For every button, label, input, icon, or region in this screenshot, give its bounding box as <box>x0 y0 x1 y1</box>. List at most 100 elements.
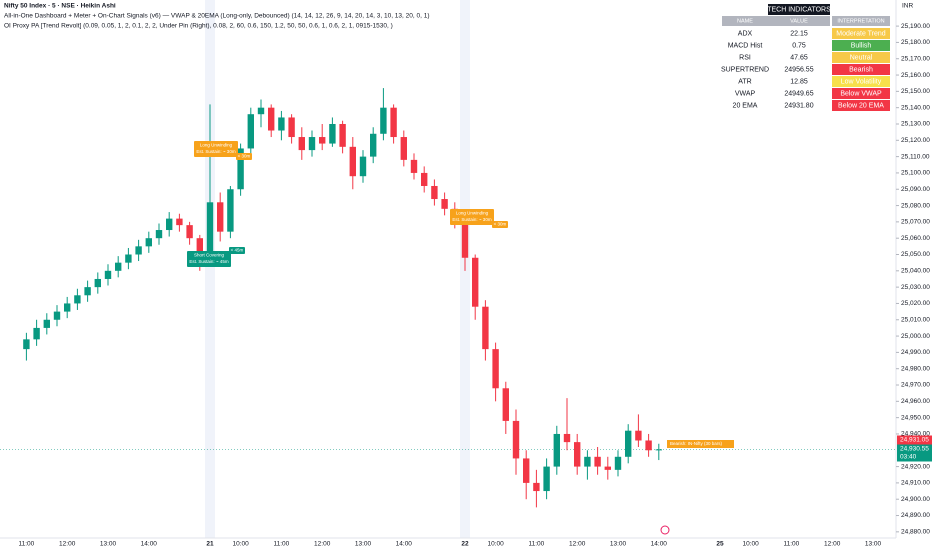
y-tick-label: 24,940.00 <box>901 431 930 438</box>
candle-body <box>53 311 61 320</box>
table-cell: Below 20 EMA <box>838 102 884 109</box>
price-label: 03:40 <box>900 454 917 461</box>
candle-body <box>186 225 193 239</box>
candle-body <box>237 148 244 190</box>
candle-body <box>604 466 611 470</box>
candle-body <box>339 123 346 147</box>
y-tick-label: 25,100.00 <box>901 170 930 177</box>
candle-body <box>523 458 530 483</box>
y-tick-label: 25,070.00 <box>901 219 930 226</box>
x-tick-label: 13:00 <box>355 541 372 548</box>
candle-body <box>645 440 652 451</box>
price-label-bg <box>897 435 932 445</box>
candle-body <box>329 123 336 144</box>
table-cell: Below VWAP <box>840 90 882 97</box>
annotation-tag <box>229 247 245 254</box>
candle-body <box>563 433 571 443</box>
candle-body <box>227 189 234 232</box>
candle-body <box>553 433 560 467</box>
candle-body <box>125 254 132 263</box>
y-tick-label: 24,900.00 <box>901 496 930 503</box>
table-header-bg <box>768 16 830 26</box>
signal-label-bg <box>667 440 734 448</box>
candle-body <box>196 238 203 252</box>
table-cell: VWAP <box>735 90 756 97</box>
y-tick-label: 24,910.00 <box>901 480 930 487</box>
table-cell: 22.15 <box>790 30 808 37</box>
candle-body <box>370 133 377 157</box>
table-cell: SUPERTREND <box>721 66 769 73</box>
table-header: VALUE <box>790 18 808 24</box>
candle-body <box>135 246 142 255</box>
price-label-bg <box>897 444 932 454</box>
candle-body <box>155 230 163 239</box>
x-tick-label: 12:00 <box>824 541 841 548</box>
annotation-box <box>194 141 238 157</box>
y-tick-label: 25,060.00 <box>901 235 930 242</box>
candle-body <box>217 202 224 232</box>
candle-body <box>166 218 173 231</box>
interpretation-bg <box>832 64 890 75</box>
signal-label: Bearish: IN-Nifty (30 bars) <box>670 441 723 446</box>
indicators-table: TECH INDICATORS NAME VALUE INTERPRETATION AD… <box>721 4 890 111</box>
candle-body <box>176 218 183 226</box>
candle-body <box>74 295 81 304</box>
candle-body <box>421 172 428 186</box>
candle-body <box>543 466 550 492</box>
annotation-box <box>187 251 231 267</box>
candle-body <box>104 270 112 279</box>
candle-body <box>23 339 30 350</box>
y-tick-label: 24,970.00 <box>901 382 930 389</box>
x-tick-label: 12:00 <box>59 541 76 548</box>
candle-body <box>33 327 40 340</box>
candle-body <box>625 430 632 457</box>
x-tick-label: 11:00 <box>19 541 35 548</box>
interpretation-bg <box>832 52 890 63</box>
interpretation-bg <box>832 28 890 39</box>
x-tick-label: 11:00 <box>529 541 545 548</box>
y-tick-label: 25,050.00 <box>901 251 930 258</box>
table-header: NAME <box>737 18 753 24</box>
candle-body <box>319 137 326 144</box>
candle-body <box>390 107 397 138</box>
table-cell: Moderate Trend <box>836 30 886 37</box>
y-tick-label: 25,150.00 <box>901 88 930 95</box>
table-cell: 24931.80 <box>784 102 813 109</box>
candle-body <box>655 449 662 451</box>
x-tick-label: 11:00 <box>274 541 290 548</box>
candle-body <box>359 156 367 177</box>
candle-body <box>533 482 540 492</box>
candle-body <box>257 107 265 115</box>
table-cell: Bullish <box>851 42 872 49</box>
candle-body <box>512 420 520 459</box>
table-cell: Low Volatility <box>841 78 882 85</box>
candle-body <box>482 306 489 350</box>
x-tick-label: 21 <box>206 541 214 548</box>
y-tick-label: 24,950.00 <box>901 414 930 421</box>
x-tick-label: 10:00 <box>487 541 504 548</box>
y-tick-label: 25,120.00 <box>901 137 930 144</box>
candle-body <box>380 107 387 134</box>
candle-body <box>502 388 509 421</box>
symbol-title: Nifty 50 Index · 5 · NSE · Heikin Ashi <box>4 3 116 10</box>
table-cell: ADX <box>738 30 753 37</box>
table-cell: MACD Hist <box>728 42 763 49</box>
y-tick-label: 24,880.00 <box>901 529 930 536</box>
interpretation-bg <box>832 40 890 51</box>
x-tick-label: 10:00 <box>232 541 249 548</box>
candle-body <box>441 199 448 209</box>
x-tick-label: 10:00 <box>742 541 759 548</box>
table-cell: RSI <box>739 54 751 61</box>
price-label-bg <box>897 452 932 462</box>
candle-body <box>614 456 622 470</box>
candle-body <box>206 202 214 255</box>
candle-body <box>400 137 407 160</box>
y-tick-label: 25,010.00 <box>901 316 930 323</box>
x-tick-label: 13:00 <box>100 541 117 548</box>
x-tick-label: 13:00 <box>865 541 882 548</box>
table-cell: 20 EMA <box>733 102 758 109</box>
y-tick-label: 24,990.00 <box>901 349 930 356</box>
y-tick-label: 24,980.00 <box>901 365 930 372</box>
y-tick-label: 25,030.00 <box>901 284 930 291</box>
annotation-text: Est. Sustain: ~ 45m <box>189 259 228 264</box>
